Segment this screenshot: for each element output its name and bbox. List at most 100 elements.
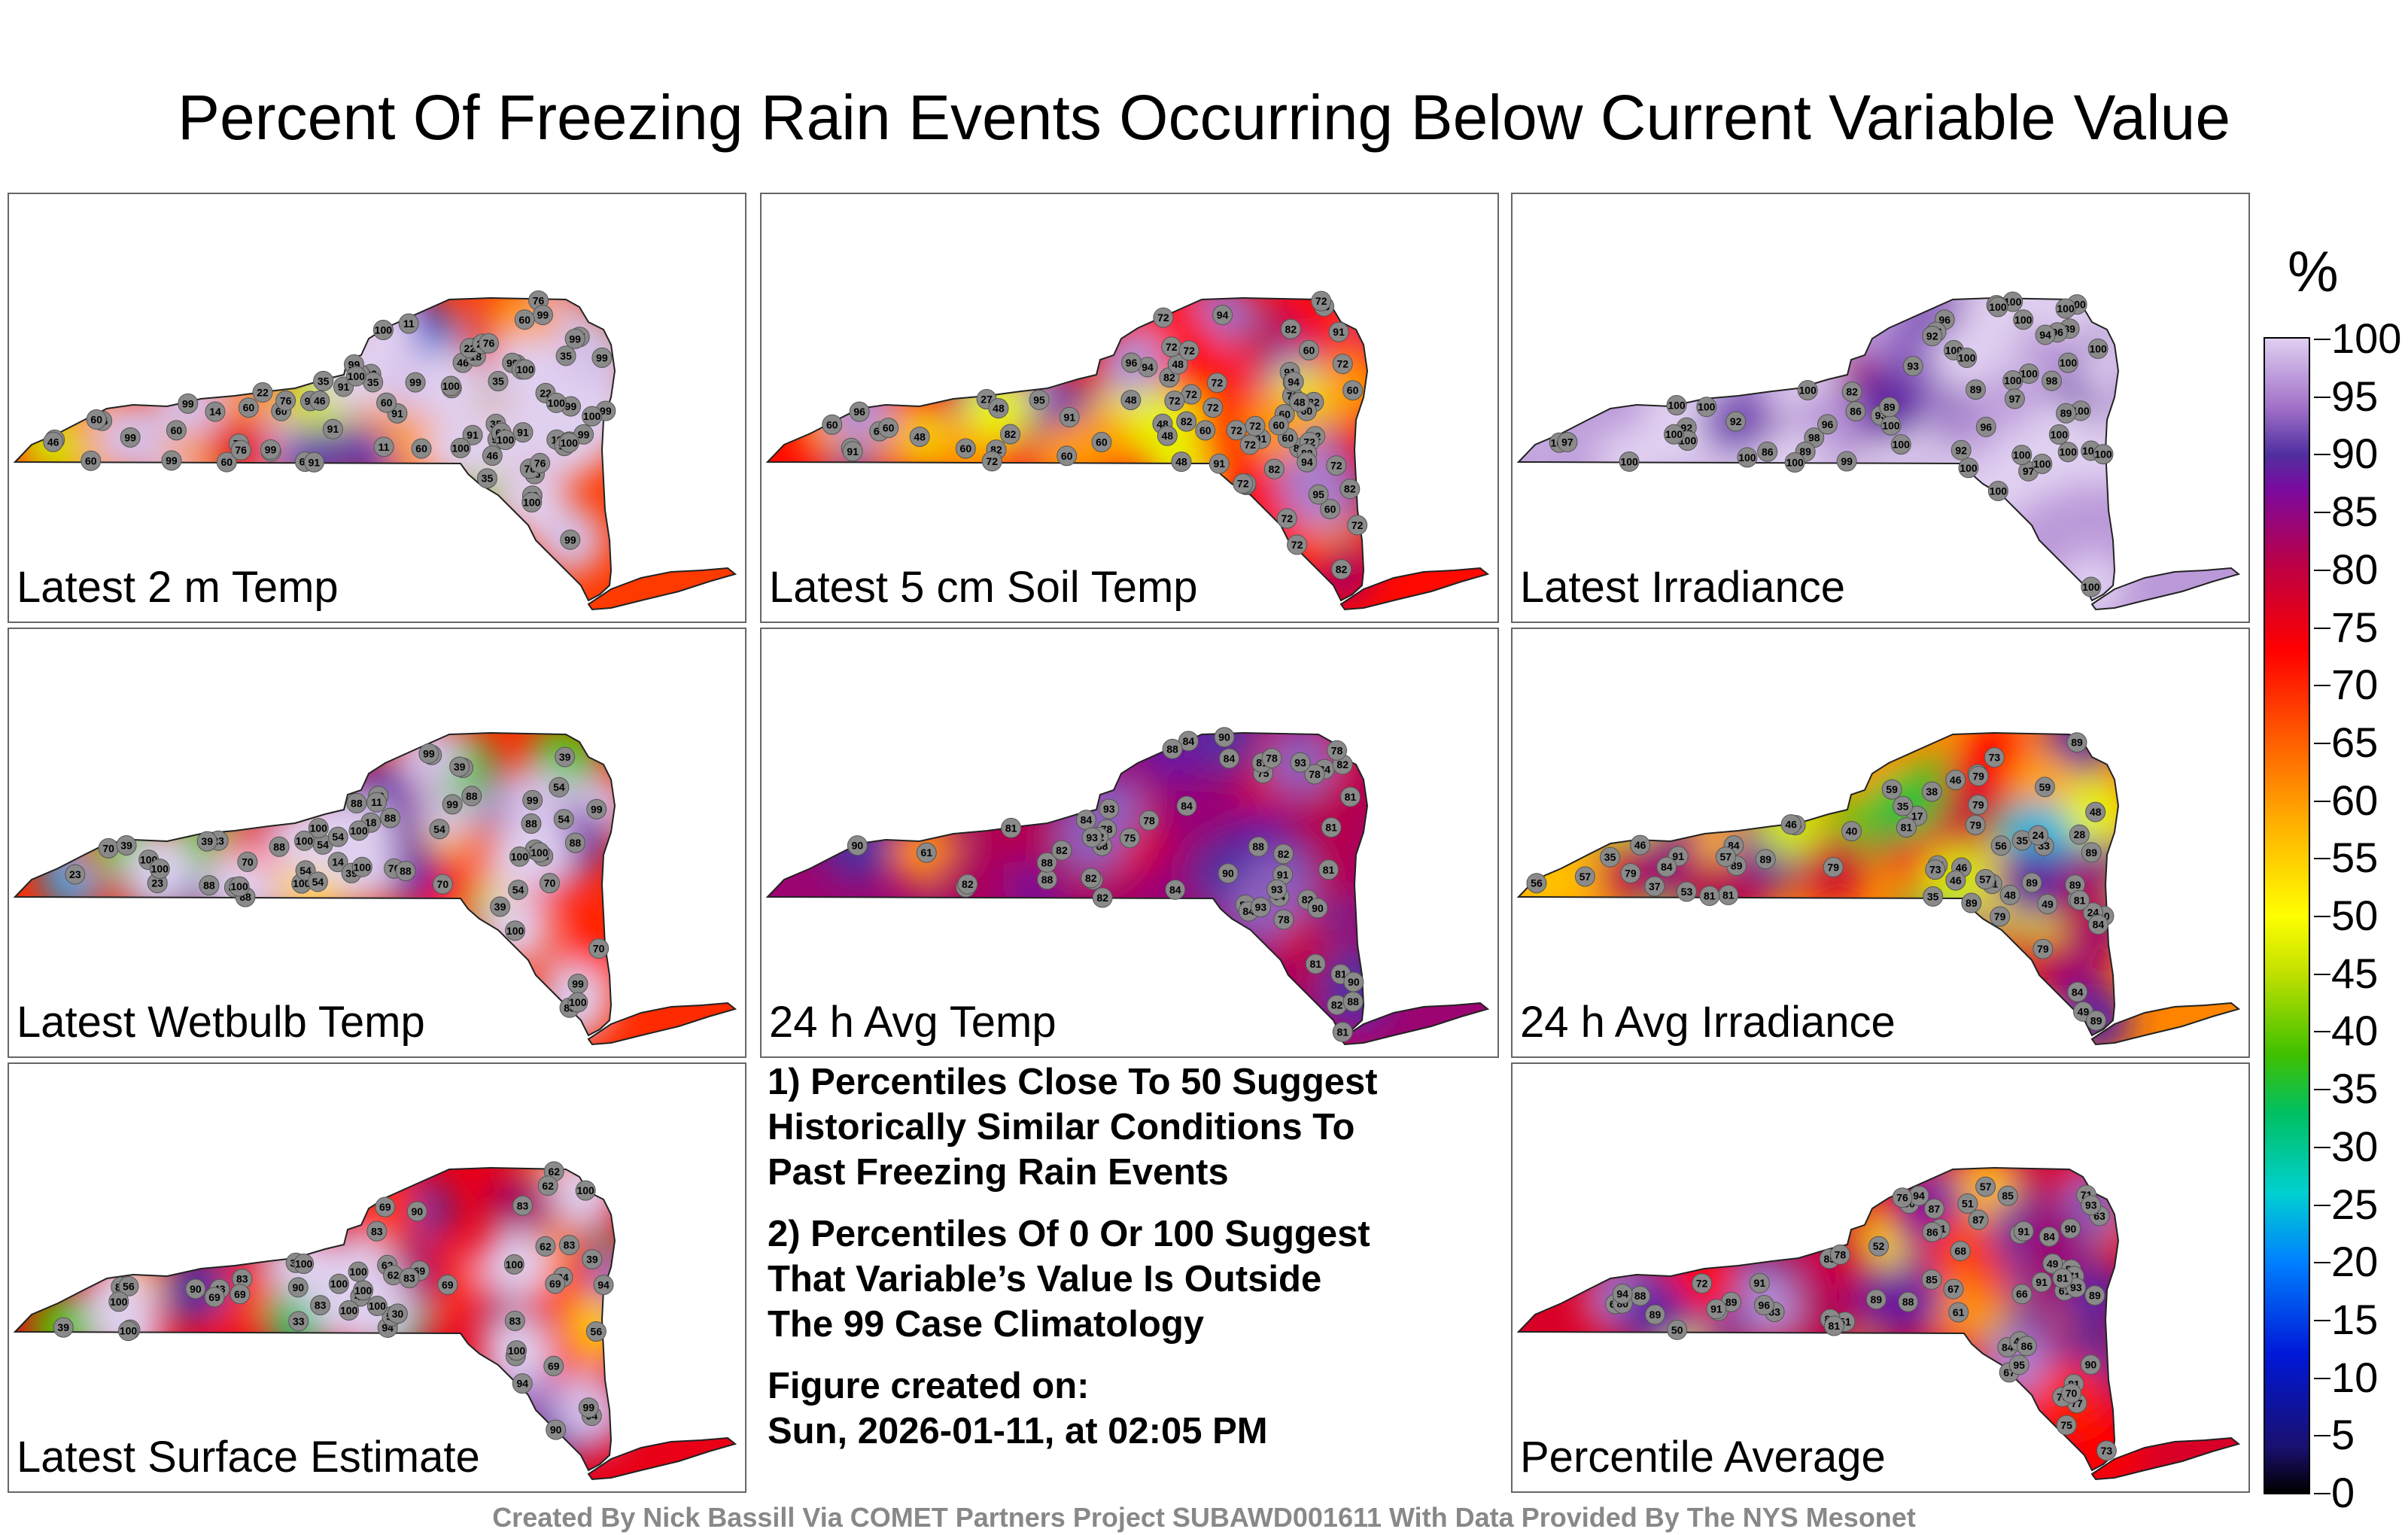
station-marker	[1120, 390, 1142, 411]
station-marker	[1896, 817, 1917, 838]
station-value: 84	[2043, 1230, 2055, 1242]
station-value: 11	[403, 318, 415, 330]
station-value: 60	[1324, 503, 1336, 515]
station-value: 60	[221, 456, 233, 468]
station-marker	[161, 450, 182, 471]
station-value: 61	[1953, 1306, 1965, 1318]
station-value: 72	[1230, 424, 1242, 436]
station-marker	[1273, 909, 1294, 930]
station-value: 72	[987, 455, 999, 467]
station-marker	[1663, 424, 1684, 445]
station-value: 81	[1901, 822, 1913, 834]
station-value: 89	[1871, 1293, 1883, 1306]
station-value: 70	[593, 943, 605, 955]
station-marker	[185, 1278, 206, 1299]
station-value: 46	[1950, 774, 1962, 786]
station-value: 93	[1907, 360, 1919, 372]
station-value: 60	[960, 442, 972, 454]
station-value: 39	[57, 1321, 69, 1333]
station-value: 72	[1157, 312, 1169, 324]
station-value: 56	[591, 1326, 603, 1338]
station-value: 93	[1271, 883, 1283, 895]
station-marker	[476, 468, 497, 489]
station-marker	[1600, 847, 1621, 868]
station-value: 50	[1671, 1324, 1683, 1336]
colorbar-tick-label: 85	[2331, 488, 2379, 536]
station-marker	[521, 813, 542, 834]
station-value: 89	[1725, 1296, 1738, 1308]
station-value: 69	[379, 1201, 391, 1213]
station-value: 99	[124, 431, 136, 443]
station-value: 60	[85, 454, 97, 467]
station-marker	[1099, 798, 1120, 819]
station-value: 35	[1897, 800, 1909, 812]
colorbar-tick-label: 50	[2331, 892, 2379, 939]
station-value: 91	[1754, 1277, 1766, 1289]
long-island-outline	[587, 1002, 737, 1046]
colorbar-tick-label: 95	[2331, 372, 2379, 420]
station-marker	[380, 807, 401, 828]
station-value: 46	[1956, 862, 1968, 874]
station-value: 88	[203, 880, 215, 892]
colorbar-tick	[2314, 800, 2330, 802]
station-value: 90	[292, 1281, 304, 1293]
station-value: 54	[512, 884, 524, 896]
note-2-line-3: The 99 Case Climatology	[768, 1304, 1205, 1345]
station-marker	[1921, 1269, 1942, 1290]
station-marker	[406, 1201, 427, 1222]
station-value: 59	[2039, 781, 2051, 793]
station-value: 38	[1926, 786, 1938, 798]
station-value: 84	[1169, 883, 1181, 895]
station-value: 46	[487, 450, 499, 462]
station-marker	[1975, 416, 1996, 437]
station-value: 72	[1281, 512, 1293, 524]
station-value: 48	[1175, 456, 1187, 468]
note-1: 1) Percentiles Close To 50 Suggest Histo…	[768, 1059, 1475, 1195]
map-24h-avg-irradiance: 4017283546532459577938354640563746496448…	[1516, 731, 2241, 1046]
station-value: 46	[457, 357, 469, 369]
station-value: 100	[2004, 296, 2022, 308]
station-value: 35	[482, 473, 494, 485]
station-value: 99	[166, 454, 178, 467]
station-marker	[582, 1249, 603, 1270]
station-marker	[1029, 389, 1050, 410]
station-marker	[2034, 777, 2055, 798]
station-value: 96	[853, 406, 865, 418]
station-value: 90	[2065, 1223, 2077, 1235]
station-marker	[515, 359, 536, 380]
station-marker	[53, 1317, 74, 1338]
station-marker	[1001, 817, 1022, 838]
station-value: 87	[1972, 1214, 1984, 1226]
station-value: 82	[1085, 872, 1097, 884]
colorbar-tick-label: 30	[2331, 1122, 2379, 1170]
station-value: 48	[2004, 889, 2016, 901]
station-marker	[1780, 814, 1801, 835]
station-value: 89	[2086, 847, 2098, 859]
station-value: 100	[1958, 351, 1976, 363]
station-marker	[432, 874, 453, 895]
station-marker	[1283, 371, 1304, 392]
station-value: 98	[1808, 432, 1820, 444]
station-marker	[1984, 747, 2005, 768]
station-marker	[1273, 843, 1294, 865]
station-value: 60	[1303, 344, 1315, 356]
station-value: 78	[1266, 752, 1278, 764]
station-marker	[2057, 352, 2078, 373]
station-marker	[1999, 884, 2020, 905]
station-marker	[1667, 1319, 1688, 1340]
colorbar-tick-label: 10	[2331, 1353, 2379, 1401]
station-value: 100	[1738, 451, 1756, 464]
station-marker	[1218, 748, 1239, 769]
station-value: 89	[2060, 407, 2072, 419]
station-value: 89	[1649, 1309, 1662, 1321]
station-marker	[849, 401, 870, 422]
station-marker	[1250, 897, 1271, 918]
panel-percentile-average: 5261645384837177664950684551516088758381…	[1511, 1062, 2250, 1493]
station-value: 100	[531, 847, 549, 859]
colorbar-tick-label: 75	[2331, 603, 2379, 651]
station-value: 22	[257, 386, 269, 398]
station-value: 100	[330, 1278, 348, 1290]
station-marker	[1332, 1022, 1353, 1043]
station-marker	[1320, 499, 1341, 520]
station-marker	[482, 445, 503, 467]
